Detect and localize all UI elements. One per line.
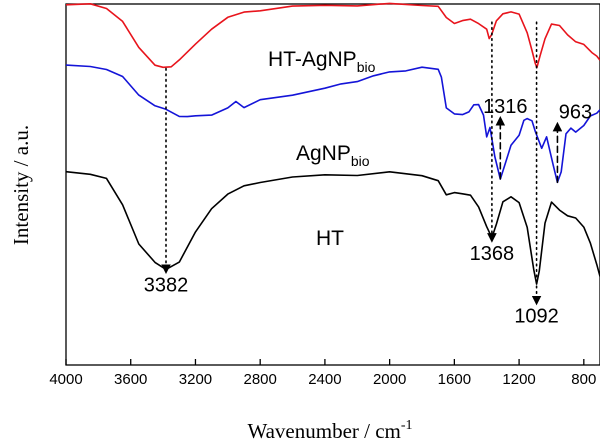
x-axis: 4000 3600 3200 2800 2400 2000 1600 1200 800 <box>49 359 596 388</box>
annotation-label-1316: 1316 <box>483 96 528 118</box>
x-tick-label-4000: 4000 <box>49 371 82 388</box>
series-line-ht <box>65 170 600 285</box>
series-label-agnp: AgNPbio <box>296 142 370 169</box>
x-tick-label-3600: 3600 <box>114 371 147 388</box>
x-tick-label-3200: 3200 <box>179 371 212 388</box>
series-label-ht-agnp: HT-AgNPbio <box>268 48 376 75</box>
annotation-label-963: 963 <box>559 102 592 124</box>
x-tick-label-2000: 2000 <box>373 371 406 388</box>
x-tick-label-800: 800 <box>571 371 596 388</box>
annotation-label-1092: 1092 <box>514 306 559 328</box>
x-tick-label-1200: 1200 <box>502 371 535 388</box>
x-tick-label-1600: 1600 <box>438 371 471 388</box>
annotation-group: 3382 1368 1092 1316 963 <box>144 21 592 328</box>
x-axis-title: Wavenumber / cm-1 <box>247 418 412 443</box>
series-group <box>65 2 600 285</box>
series-label-ht: HT <box>316 227 344 250</box>
series-line-agnpbio <box>65 64 600 184</box>
annotation-label-1368: 1368 <box>470 243 515 265</box>
x-tick-label-2400: 2400 <box>308 371 341 388</box>
y-axis-title: Intensity / a.u. <box>9 125 33 245</box>
plot-frame <box>65 3 600 366</box>
series-line-ht-agnpbio <box>65 2 600 69</box>
x-tick-label-2800: 2800 <box>243 371 276 388</box>
annotation-label-3382: 3382 <box>144 274 189 296</box>
